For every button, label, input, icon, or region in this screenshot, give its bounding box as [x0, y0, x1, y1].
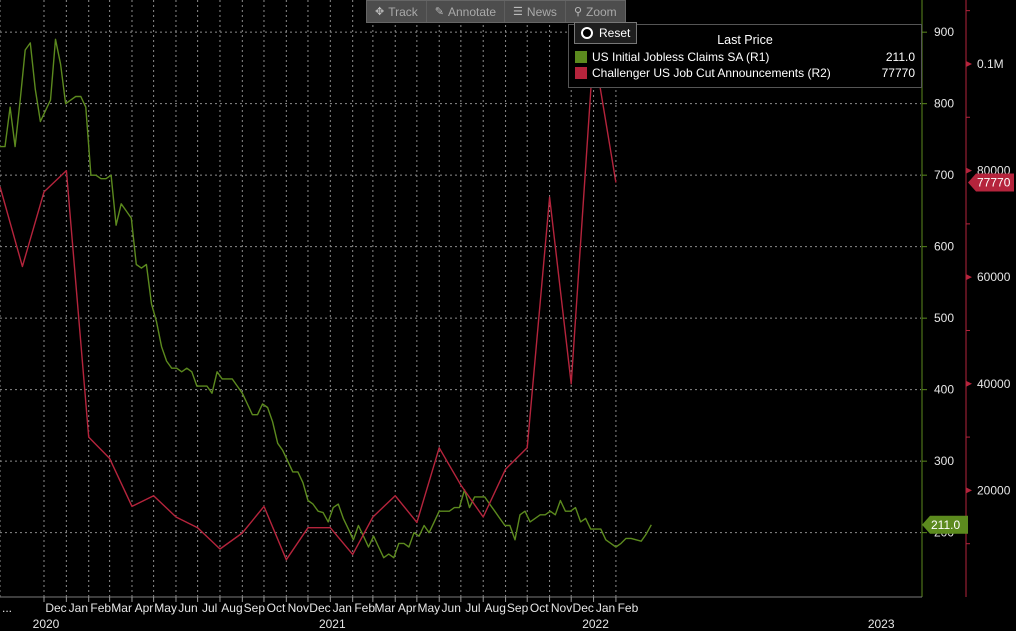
x-tick-label: Dec — [45, 601, 66, 615]
x-year-label: 2020 — [33, 617, 60, 631]
x-tick-label: Sep — [507, 601, 529, 615]
x-tick-label: Mar — [111, 601, 132, 615]
news-button[interactable]: ☰ News — [505, 1, 566, 22]
legend-value-job-cuts: 77770 — [881, 66, 915, 80]
x-tick-label: Dec — [309, 601, 330, 615]
x-tick-label: Oct — [267, 601, 286, 615]
x-tick-label: Jan — [596, 601, 615, 615]
x-tick-label: Aug — [221, 601, 242, 615]
x-tick-label: Apr — [135, 601, 154, 615]
r2-tick — [966, 487, 972, 494]
series-line-jobless-claims — [0, 38, 652, 559]
r1-tick-label: 900 — [934, 25, 954, 39]
x-tick-label: Feb — [90, 601, 111, 615]
x-year-label: 2021 — [319, 617, 346, 631]
r1-tick-label: 500 — [934, 311, 954, 325]
legend-swatch-jobless-claims — [575, 51, 587, 63]
zoom-label: Zoom — [586, 4, 617, 19]
r1-tick-label: 300 — [934, 454, 954, 468]
track-label: Track — [388, 4, 418, 19]
x-tick-label: Jan — [69, 601, 88, 615]
reset-button[interactable]: Reset — [574, 22, 638, 44]
reset-icon — [581, 27, 593, 39]
news-icon: ☰ — [513, 6, 523, 18]
pencil-icon: ✎ — [434, 6, 444, 18]
legend-item-jobless-claims: US Initial Jobless Claims SA (R1) 211.0 — [575, 50, 915, 64]
x-tick-label: Sep — [244, 601, 266, 615]
x-tick-label: Jul — [465, 601, 480, 615]
x-tick-label: Jun — [178, 601, 197, 615]
annotate-label: Annotate — [448, 4, 497, 19]
x-tick-label: Nov — [551, 601, 572, 615]
legend-swatch-job-cuts — [575, 67, 587, 79]
x-tick-label: Jul — [202, 601, 217, 615]
legend-name-job-cuts: Challenger US Job Cut Announcements (R2) — [592, 66, 831, 80]
legend-title: Last Price — [717, 33, 773, 47]
x-tick-label: ... — [2, 601, 12, 615]
x-tick-label: Jan — [333, 601, 352, 615]
last-value-tag-jobless-claims — [922, 515, 968, 534]
legend-name-jobless-claims: US Initial Jobless Claims SA (R1) — [592, 50, 770, 64]
x-tick-label: Dec — [573, 601, 594, 615]
x-tick-label: Jun — [442, 601, 461, 615]
x-year-label: 2023 — [868, 617, 895, 631]
x-tick-label: Aug — [485, 601, 506, 615]
r1-tick-label: 800 — [934, 97, 954, 111]
x-tick-label: Feb — [618, 601, 639, 615]
r1-tick-label: 700 — [934, 168, 954, 182]
annotate-button[interactable]: ✎ Annotate — [427, 1, 506, 22]
r2-tick — [966, 60, 972, 67]
track-button[interactable]: ✥ Track — [367, 1, 427, 22]
x-tick-label: Feb — [354, 601, 375, 615]
crosshair-icon: ✥ — [375, 6, 385, 18]
x-tick-label: Apr — [398, 601, 417, 615]
r2-tick — [966, 274, 972, 281]
r2-tick — [966, 167, 972, 174]
magnifier-icon: ⚲ — [573, 6, 582, 18]
x-tick-label: May — [418, 601, 441, 615]
news-label: News — [526, 4, 557, 19]
last-value-label-job-cuts: 77770 — [977, 175, 1011, 189]
x-tick-label: Oct — [530, 601, 549, 615]
r2-tick-label: 60000 — [977, 270, 1011, 284]
r1-tick-label: 400 — [934, 383, 954, 397]
last-value-label-jobless-claims: 211.0 — [931, 518, 960, 532]
x-tick-label: Mar — [375, 601, 396, 615]
reset-label: Reset — [599, 26, 631, 40]
legend-value-jobless-claims: 211.0 — [885, 50, 915, 64]
r2-tick-label: 20000 — [977, 483, 1011, 497]
chart-toolbar: ✥ Track ✎ Annotate ☰ News ⚲ Zoom — [366, 0, 626, 23]
r2-tick-label: 0.1M — [977, 57, 1004, 71]
zoom-button[interactable]: ⚲ Zoom — [566, 1, 625, 22]
r2-tick — [966, 380, 972, 387]
x-tick-label: May — [154, 601, 177, 615]
r1-tick-label: 600 — [934, 240, 954, 254]
x-year-label: 2022 — [582, 617, 609, 631]
legend-item-job-cuts: Challenger US Job Cut Announcements (R2)… — [575, 66, 915, 80]
last-value-tag-job-cuts — [968, 173, 1014, 192]
x-tick-label: Nov — [288, 601, 309, 615]
r2-tick-label: 40000 — [977, 377, 1011, 391]
series-line-job-cuts — [0, 47, 617, 561]
